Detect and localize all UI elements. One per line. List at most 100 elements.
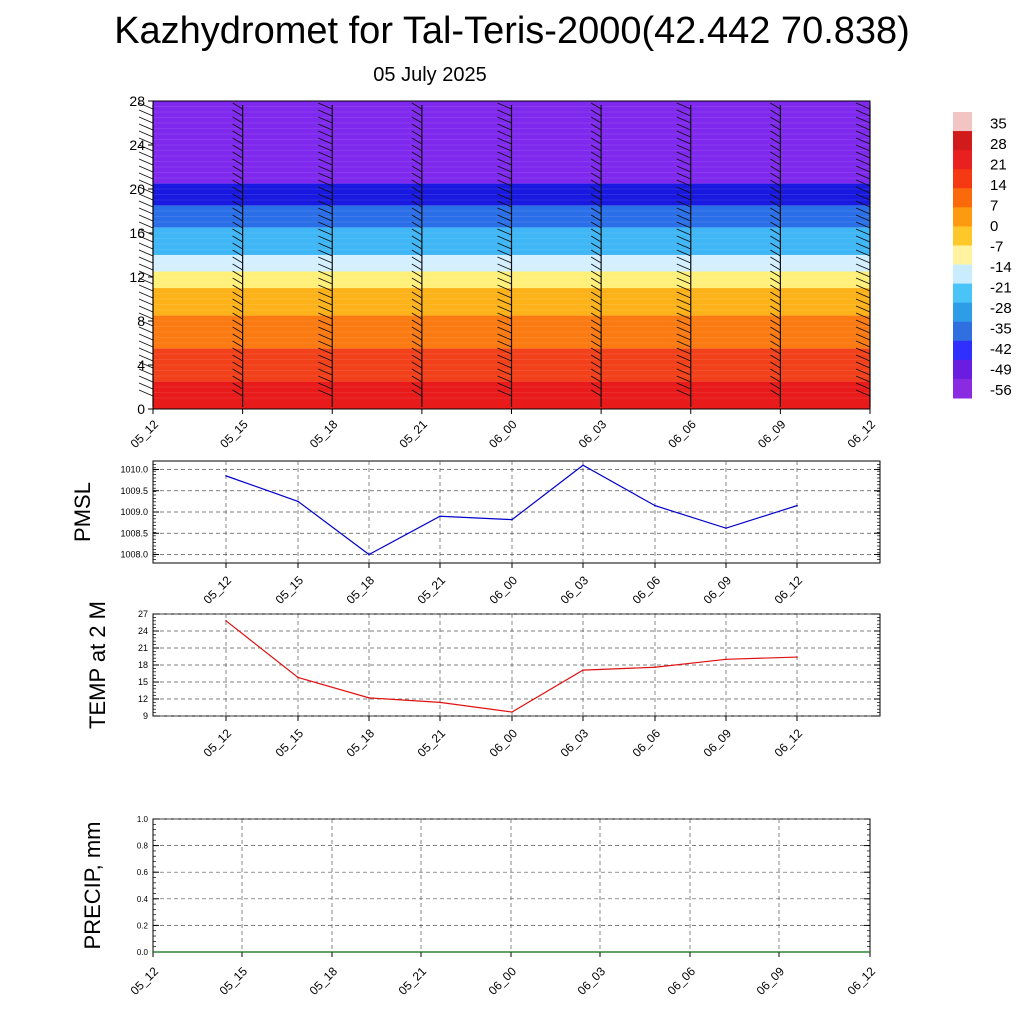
wind-barb	[676, 256, 691, 264]
wind-barb	[590, 172, 602, 180]
wind-barb	[318, 228, 333, 236]
colorbar-swatch	[953, 378, 972, 399]
wind-barb	[138, 144, 154, 152]
wind-barb	[770, 228, 781, 236]
wind-barb	[676, 298, 691, 306]
wind-barb	[232, 382, 243, 390]
wind-barb	[676, 375, 691, 383]
wind-barb	[590, 368, 602, 376]
colorbar-label: -21	[990, 280, 1012, 297]
wind-barb	[497, 130, 512, 138]
y-tick-label: 18	[138, 660, 148, 670]
wind-barb	[590, 228, 602, 236]
y-tick-label: 1008.0	[120, 550, 148, 560]
wind-barb	[770, 109, 781, 117]
wind-barb	[318, 109, 333, 117]
wind-barb	[590, 130, 602, 138]
wind-barb	[855, 333, 871, 341]
data-point	[439, 701, 441, 704]
colorbar-label: -35	[990, 321, 1012, 338]
wind-barb	[318, 235, 333, 243]
wind-barb	[497, 242, 512, 250]
wind-barb	[770, 186, 781, 194]
wind-barb	[497, 172, 512, 180]
colorbar-swatch	[953, 302, 972, 323]
wind-barb	[232, 193, 243, 201]
wind-barb	[590, 158, 602, 166]
x-tick-label: 06_00	[487, 726, 521, 760]
wind-barb	[676, 200, 691, 208]
y-tick-label: 0.0	[137, 948, 149, 957]
data-point	[225, 475, 227, 477]
colorbar-label: 14	[990, 177, 1007, 194]
wind-barb	[232, 116, 243, 124]
wind-barb	[855, 123, 871, 131]
wind-barb	[855, 137, 871, 145]
wind-barb	[411, 109, 423, 117]
wind-barb	[770, 361, 781, 369]
wind-barb	[232, 354, 243, 362]
wind-barb	[318, 137, 333, 145]
wind-barb	[318, 354, 333, 362]
wind-barb	[676, 305, 691, 313]
x-tick-label: 06_06	[665, 417, 699, 451]
wind-barb	[138, 200, 154, 208]
wind-barb	[590, 186, 602, 194]
data-point	[511, 518, 513, 521]
wind-barb	[318, 102, 333, 110]
colorbar-swatch	[953, 321, 972, 342]
wind-barb	[855, 102, 871, 110]
wind-barb	[590, 109, 602, 117]
wind-barb	[232, 249, 243, 257]
x-tick-label: 06_09	[755, 417, 789, 451]
wind-barb	[770, 277, 781, 285]
wind-barb	[411, 319, 423, 327]
wind-barb	[676, 116, 691, 124]
data-point	[654, 504, 656, 507]
x-tick-label: 05_15	[217, 417, 251, 451]
wind-barb	[855, 235, 871, 243]
y-tick-label: 24	[129, 137, 145, 153]
wind-barb	[855, 277, 871, 285]
wind-barb	[232, 214, 243, 222]
wind-barb	[676, 123, 691, 131]
colorbar: 35 28 21 14 7 0 -7 -14 -21 -28 -35 -42 -49 -56	[953, 112, 1012, 399]
colorbar-label: 0	[990, 218, 998, 235]
wind-barb	[138, 340, 154, 348]
wind-barb	[770, 256, 781, 264]
x-tick-label: 06_03	[558, 573, 592, 607]
wind-barb	[411, 172, 423, 180]
wind-barb	[497, 375, 512, 383]
data-point	[368, 553, 370, 556]
wind-barb	[138, 214, 154, 222]
wind-barb	[855, 144, 871, 152]
wind-barb	[497, 333, 512, 341]
y-tick-label: 27	[138, 609, 148, 619]
wind-barb	[590, 249, 602, 257]
wind-barb	[855, 151, 871, 159]
wind-barb	[676, 270, 691, 278]
page-subtitle: 05 July 2025	[373, 64, 487, 86]
wind-barb	[770, 326, 781, 334]
y-axis-label: PRECIP, mm	[80, 822, 105, 950]
wind-barb	[770, 207, 781, 215]
x-tick-label: 05_18	[344, 726, 378, 760]
wind-barb	[318, 284, 333, 292]
wind-barb	[232, 305, 243, 313]
colorbar-label: 21	[990, 156, 1007, 173]
wind-barb	[497, 291, 512, 299]
wind-barb	[770, 340, 781, 348]
wind-barb	[590, 116, 602, 124]
colorbar-swatch	[953, 340, 972, 361]
wind-barb	[770, 123, 781, 131]
x-tick-label: 06_06	[665, 964, 699, 998]
wind-barb	[318, 207, 333, 215]
colorbar-label: 28	[990, 136, 1007, 153]
wind-barb	[411, 277, 423, 285]
wind-barb	[497, 207, 512, 215]
wind-barb	[497, 179, 512, 187]
y-tick-label: 8	[137, 313, 145, 329]
pmsl-panel: 1008.0 1008.5 1009.0 1009.5 1010.0 05_12 05_15…	[70, 460, 881, 607]
colorbar-swatch	[953, 112, 972, 132]
wind-barb	[411, 361, 423, 369]
